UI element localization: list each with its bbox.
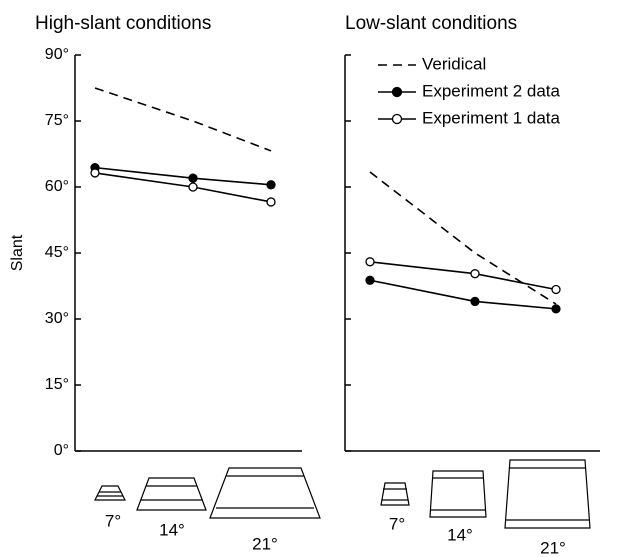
data-point	[551, 284, 561, 295]
y-axis-label: Slant	[9, 234, 26, 271]
data-point	[365, 275, 375, 285]
x-category-label: 14°	[447, 525, 473, 544]
y-tick-label: 45°	[45, 244, 69, 261]
x-category-label: 7°	[389, 514, 405, 533]
legend-label: Experiment 1 data	[422, 108, 561, 127]
data-point	[470, 296, 480, 307]
legend-marker	[391, 113, 403, 125]
y-tick-label: 75°	[45, 112, 69, 129]
x-category-label: 21°	[540, 538, 566, 557]
y-tick-label: 90°	[45, 46, 69, 63]
x-category-label: 21°	[252, 534, 278, 553]
data-point	[365, 257, 375, 267]
x-category-label: 7°	[105, 511, 121, 530]
y-tick-label: 60°	[45, 178, 69, 195]
data-point	[188, 173, 198, 183]
data-point	[90, 168, 100, 178]
x-category-label: 14°	[159, 520, 185, 539]
stimulus-icons	[94, 459, 591, 529]
data-point	[470, 269, 480, 279]
chart-title: Low-slant conditions	[345, 13, 517, 34]
series-line	[94, 87, 272, 152]
data-point	[188, 182, 198, 192]
y-tick-label: 0°	[54, 442, 69, 459]
y-tick-label: 15°	[45, 376, 69, 393]
data-point	[551, 304, 561, 314]
legend-label: Veridical	[422, 54, 486, 73]
legend-marker	[391, 86, 403, 98]
legend-label: Experiment 2 data	[422, 81, 561, 100]
series-line	[369, 171, 557, 305]
y-tick-label: 30°	[45, 310, 69, 327]
data-point	[266, 197, 276, 207]
chart-title: High-slant conditions	[35, 13, 211, 34]
data-point	[266, 180, 276, 190]
